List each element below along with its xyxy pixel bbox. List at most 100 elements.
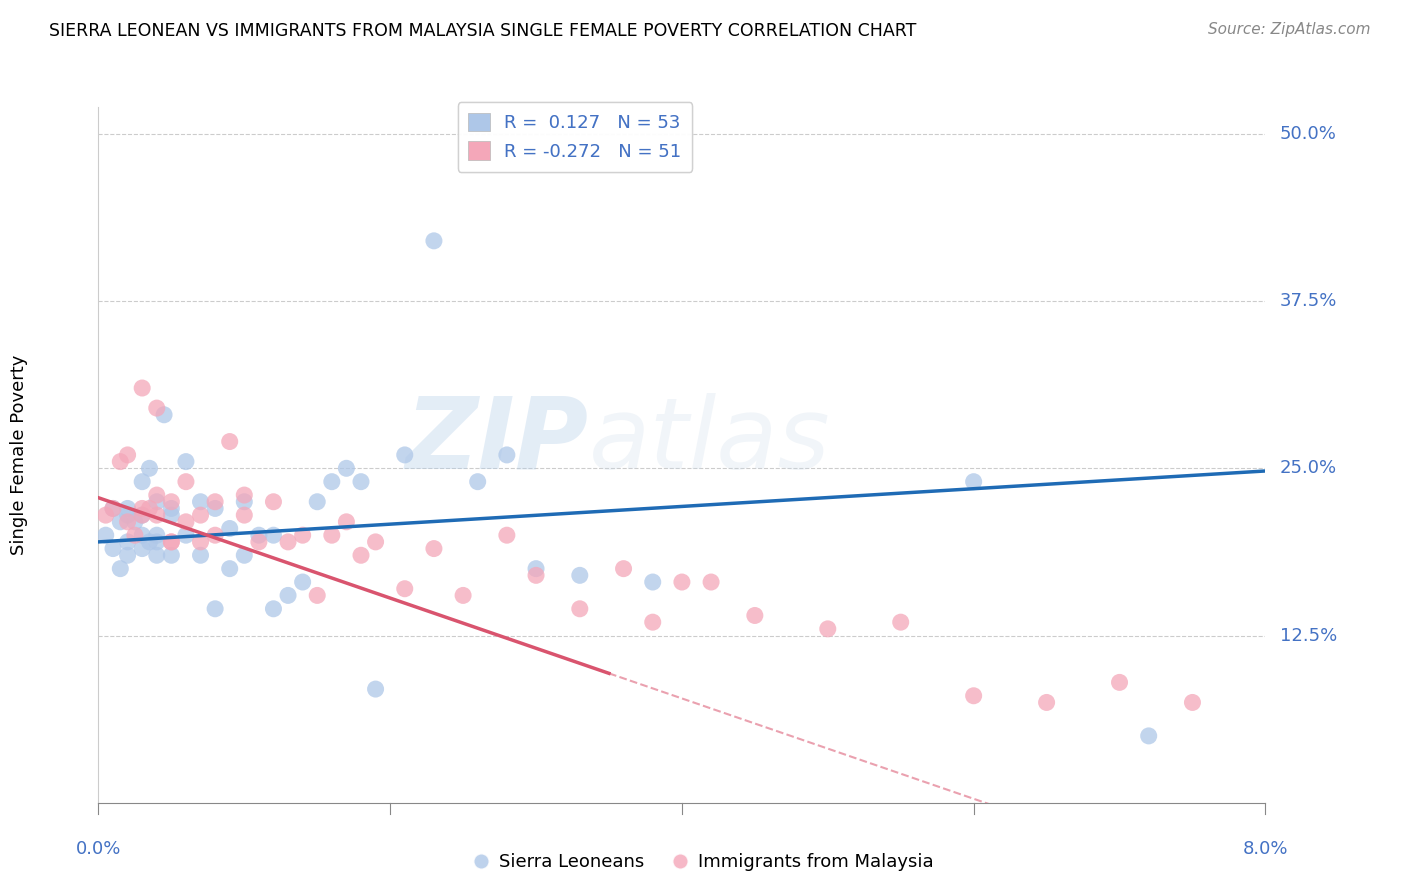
- Legend: R =  0.127   N = 53, R = -0.272   N = 51: R = 0.127 N = 53, R = -0.272 N = 51: [457, 103, 692, 171]
- Point: [568, 568, 591, 582]
- Point: [204, 501, 226, 516]
- Point: [94, 508, 117, 523]
- Point: [218, 521, 240, 535]
- Point: [496, 528, 519, 542]
- Point: [1137, 729, 1160, 743]
- Point: [423, 541, 446, 556]
- Point: [131, 508, 153, 523]
- Point: [262, 602, 284, 616]
- Point: [160, 534, 183, 549]
- Point: [146, 401, 169, 416]
- Point: [94, 528, 117, 542]
- Point: [117, 508, 139, 523]
- Point: [131, 508, 153, 523]
- Point: [1108, 675, 1130, 690]
- Point: [641, 615, 664, 630]
- Point: [117, 515, 139, 529]
- Point: [1181, 696, 1204, 710]
- Point: [321, 475, 343, 489]
- Point: [641, 575, 664, 590]
- Point: [124, 515, 146, 529]
- Point: [335, 461, 357, 475]
- Point: [218, 434, 240, 449]
- Point: [277, 589, 299, 603]
- Point: [291, 575, 314, 590]
- Point: [350, 475, 373, 489]
- Point: [277, 534, 299, 549]
- Text: 25.0%: 25.0%: [1279, 459, 1337, 477]
- Point: [744, 608, 766, 623]
- Point: [1035, 696, 1057, 710]
- Point: [262, 528, 284, 542]
- Text: 12.5%: 12.5%: [1279, 626, 1337, 645]
- Point: [394, 582, 416, 596]
- Point: [321, 528, 343, 542]
- Text: 37.5%: 37.5%: [1279, 292, 1337, 310]
- Text: Source: ZipAtlas.com: Source: ZipAtlas.com: [1208, 22, 1371, 37]
- Point: [190, 534, 212, 549]
- Point: [262, 494, 284, 508]
- Point: [451, 589, 474, 603]
- Point: [146, 534, 169, 549]
- Point: [890, 615, 912, 630]
- Point: [146, 548, 169, 563]
- Text: ZIP: ZIP: [405, 392, 589, 490]
- Point: [174, 515, 197, 529]
- Point: [110, 455, 132, 469]
- Point: [138, 534, 160, 549]
- Point: [146, 508, 169, 523]
- Point: [364, 681, 387, 696]
- Point: [131, 475, 153, 489]
- Point: [131, 528, 153, 542]
- Point: [110, 515, 132, 529]
- Text: 50.0%: 50.0%: [1279, 125, 1337, 143]
- Text: atlas: atlas: [589, 392, 830, 490]
- Text: 0.0%: 0.0%: [76, 840, 121, 858]
- Point: [131, 381, 153, 395]
- Point: [364, 534, 387, 549]
- Point: [700, 575, 723, 590]
- Legend: Sierra Leoneans, Immigrants from Malaysia: Sierra Leoneans, Immigrants from Malaysi…: [465, 847, 941, 879]
- Point: [233, 488, 256, 502]
- Point: [117, 448, 139, 462]
- Text: Single Female Poverty: Single Female Poverty: [10, 355, 28, 555]
- Text: 8.0%: 8.0%: [1243, 840, 1288, 858]
- Point: [110, 562, 132, 576]
- Point: [160, 534, 183, 549]
- Point: [101, 541, 124, 556]
- Point: [233, 494, 256, 508]
- Point: [204, 602, 226, 616]
- Point: [247, 534, 270, 549]
- Point: [204, 528, 226, 542]
- Text: SIERRA LEONEAN VS IMMIGRANTS FROM MALAYSIA SINGLE FEMALE POVERTY CORRELATION CHA: SIERRA LEONEAN VS IMMIGRANTS FROM MALAYS…: [49, 22, 917, 40]
- Point: [233, 548, 256, 563]
- Point: [233, 508, 256, 523]
- Point: [160, 508, 183, 523]
- Point: [131, 501, 153, 516]
- Point: [160, 501, 183, 516]
- Point: [291, 528, 314, 542]
- Point: [124, 528, 146, 542]
- Point: [496, 448, 519, 462]
- Point: [101, 501, 124, 516]
- Point: [160, 494, 183, 508]
- Point: [524, 568, 547, 582]
- Point: [117, 534, 139, 549]
- Point: [101, 501, 124, 516]
- Point: [247, 528, 270, 542]
- Point: [962, 689, 984, 703]
- Point: [394, 448, 416, 462]
- Point: [146, 528, 169, 542]
- Point: [190, 494, 212, 508]
- Point: [350, 548, 373, 563]
- Point: [307, 494, 329, 508]
- Point: [423, 234, 446, 248]
- Point: [174, 528, 197, 542]
- Point: [131, 541, 153, 556]
- Point: [218, 562, 240, 576]
- Point: [190, 548, 212, 563]
- Point: [117, 548, 139, 563]
- Point: [174, 475, 197, 489]
- Point: [146, 488, 169, 502]
- Point: [467, 475, 489, 489]
